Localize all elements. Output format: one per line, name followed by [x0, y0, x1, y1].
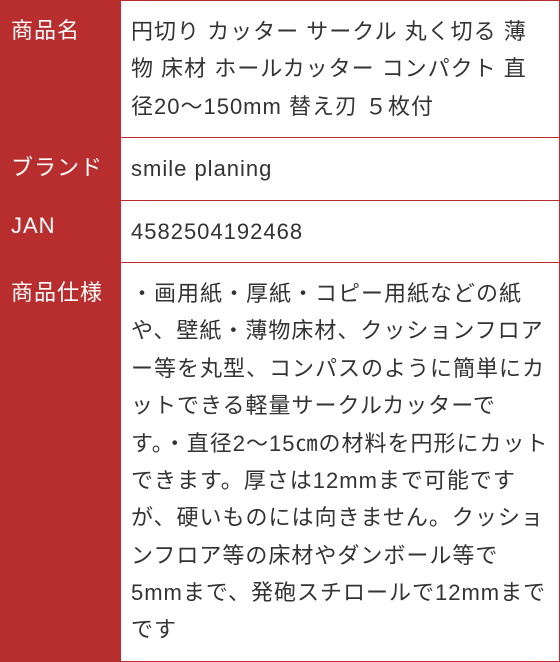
table-row: JAN 4582504192468 [1, 200, 560, 262]
row-value-jan: 4582504192468 [121, 200, 560, 262]
row-label-jan: JAN [1, 200, 121, 262]
table-row: 商品仕様 ・画用紙・厚紙・コピー用紙などの紙や、壁紙・薄物床材、クッションフロア… [1, 262, 560, 661]
row-value-spec: ・画用紙・厚紙・コピー用紙などの紙や、壁紙・薄物床材、クッションフロアー等を丸型… [121, 262, 560, 661]
row-value-name: 円切り カッター サークル 丸く切る 薄物 床材 ホールカッター コンパクト 直… [121, 1, 560, 138]
row-label-brand: ブランド [1, 138, 121, 200]
row-value-brand: smile planing [121, 138, 560, 200]
product-spec-table: 商品名 円切り カッター サークル 丸く切る 薄物 床材 ホールカッター コンパ… [0, 0, 560, 662]
row-label-spec: 商品仕様 [1, 262, 121, 661]
table-row: ブランド smile planing [1, 138, 560, 200]
row-label-name: 商品名 [1, 1, 121, 138]
table-row: 商品名 円切り カッター サークル 丸く切る 薄物 床材 ホールカッター コンパ… [1, 1, 560, 138]
